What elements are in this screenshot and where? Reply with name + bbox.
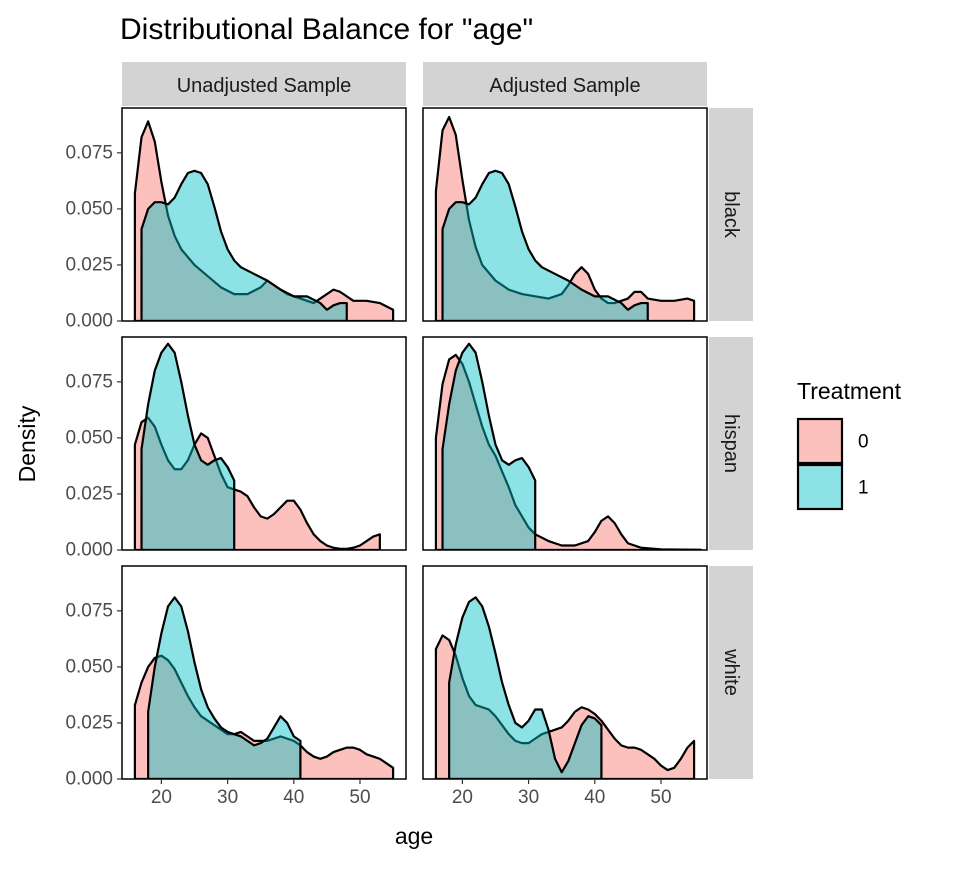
- y-tick-label: 0.075: [65, 142, 113, 163]
- x-tick-label: 50: [650, 787, 671, 808]
- facet-panels: [121, 107, 708, 780]
- panel-border: [422, 336, 708, 551]
- x-axis-label: age: [395, 823, 433, 849]
- density-area-treatment-1: [147, 596, 302, 779]
- panel-border: [422, 107, 708, 322]
- density-area-treatment-0: [434, 115, 696, 321]
- panel-background: [122, 337, 406, 550]
- x-tick-label: 20: [452, 787, 473, 808]
- panel-background: [423, 337, 707, 550]
- x-tick-label: 30: [217, 787, 238, 808]
- panel-black-adjusted: [422, 107, 708, 322]
- y-axes: 0.000 0.025 0.050 0.075 0.000 0.025 0.050 0.075…: [65, 142, 122, 790]
- panel-border: [121, 565, 407, 780]
- legend-title: Treatment: [797, 378, 902, 404]
- density-area-treatment-1: [441, 169, 649, 321]
- density-area-treatment-1: [140, 342, 236, 550]
- row-strip-label: white: [720, 648, 742, 696]
- density-area-treatment-0: [133, 654, 395, 779]
- panel-hispan-adjusted: [422, 336, 708, 551]
- density-area-treatment-1: [448, 596, 603, 779]
- y-tick-label: 0.025: [65, 254, 113, 275]
- panel-border: [422, 565, 708, 780]
- column-strip-1: [423, 62, 707, 106]
- y-tick-label: 0.000: [65, 769, 113, 790]
- x-tick-label: 30: [518, 787, 539, 808]
- density-area-treatment-1: [441, 342, 537, 550]
- row-strip-label: hispan: [720, 414, 742, 473]
- legend: Treatment 0 1: [796, 378, 902, 511]
- row-strips: black hispan white: [709, 108, 753, 779]
- panel-border: [121, 107, 407, 322]
- y-tick-label: 0.075: [65, 371, 113, 392]
- row-strip-hispan: [709, 337, 753, 550]
- legend-label: 0: [858, 432, 869, 453]
- legend-label: 1: [858, 478, 869, 499]
- x-tick-label: 40: [283, 787, 304, 808]
- y-tick-label: 0.050: [65, 656, 113, 677]
- panel-background: [122, 566, 406, 779]
- y-tick-label: 0.025: [65, 483, 113, 504]
- panel-black-unadjusted: [121, 107, 407, 322]
- y-tick-label: 0.050: [65, 427, 113, 448]
- panel-background: [423, 108, 707, 321]
- row-strip-black: [709, 108, 753, 321]
- y-tick-label: 0.025: [65, 712, 113, 733]
- legend-key-0: [796, 417, 844, 465]
- row-strip-white: [709, 566, 753, 779]
- density-area-treatment-0: [133, 120, 395, 321]
- y-axis-label: Density: [14, 405, 40, 482]
- panel-hispan-unadjusted: [121, 336, 407, 551]
- column-strips: Unadjusted Sample Adjusted Sample: [122, 62, 707, 106]
- y-tick-label: 0.000: [65, 540, 113, 561]
- column-strip-label: Adjusted Sample: [489, 75, 640, 97]
- column-strip-0: [122, 62, 406, 106]
- chart-title: Distributional Balance for "age": [120, 13, 533, 46]
- x-axes: 20 30 40 50 20 30 40 50: [151, 779, 672, 808]
- y-tick-label: 0.050: [65, 198, 113, 219]
- x-tick-label: 50: [349, 787, 370, 808]
- density-area-treatment-1: [140, 169, 348, 321]
- y-tick-label: 0.075: [65, 600, 113, 621]
- x-tick-label: 20: [151, 787, 172, 808]
- row-strip-label: black: [720, 191, 742, 239]
- density-area-treatment-0: [434, 634, 696, 779]
- panel-white-adjusted: [422, 565, 708, 780]
- panel-border: [121, 336, 407, 551]
- column-strip-label: Unadjusted Sample: [177, 75, 352, 97]
- panel-white-unadjusted: [121, 565, 407, 780]
- y-tick-label: 0.000: [65, 311, 113, 332]
- legend-key-1: [796, 463, 844, 511]
- x-tick-label: 40: [584, 787, 605, 808]
